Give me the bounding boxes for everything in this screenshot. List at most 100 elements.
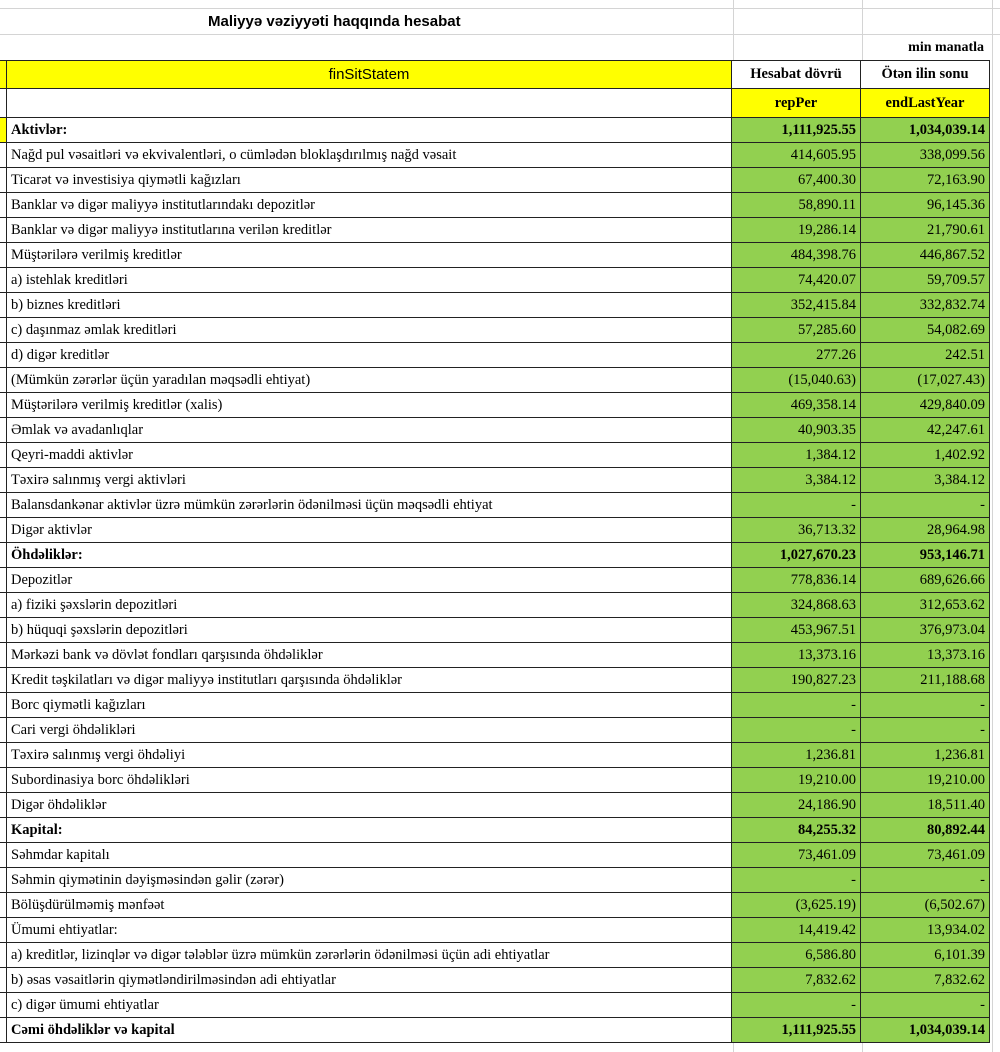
end-last-year-value[interactable]: 332,832.74 [860, 292, 990, 318]
rep-per-value[interactable]: 24,186.90 [731, 792, 861, 818]
rep-per-value[interactable]: 67,400.30 [731, 167, 861, 193]
rep-per-value[interactable]: 1,111,925.55 [731, 117, 861, 143]
end-last-year-value[interactable]: 18,511.40 [860, 792, 990, 818]
key-label-cell[interactable] [6, 88, 732, 118]
rep-per-value[interactable]: 1,236.81 [731, 742, 861, 768]
row-label[interactable]: Ticarət və investisiya qiymətli kağızlar… [6, 167, 732, 193]
end-last-year-value[interactable]: - [860, 492, 990, 518]
end-last-year-value[interactable]: 42,247.61 [860, 417, 990, 443]
rep-per-value[interactable]: 1,111,925.55 [731, 1017, 861, 1043]
row-label[interactable]: Banklar və digər maliyyə institutlarına … [6, 217, 732, 243]
rep-per-value[interactable]: 58,890.11 [731, 192, 861, 218]
end-last-year-value[interactable]: 1,402.92 [860, 442, 990, 468]
row-label[interactable]: Bölüşdürülməmiş mənfəət [6, 892, 732, 918]
rep-per-value[interactable]: (15,040.63) [731, 367, 861, 393]
rep-per-value[interactable]: 14,419.42 [731, 917, 861, 943]
rep-per-value[interactable]: 469,358.14 [731, 392, 861, 418]
end-last-year-value[interactable]: 1,236.81 [860, 742, 990, 768]
header-end-last-year[interactable]: Ötən ilin sonu [860, 60, 990, 89]
row-label[interactable]: b) hüquqi şəxslərin depozitləri [6, 617, 732, 643]
end-last-year-value[interactable]: 376,973.04 [860, 617, 990, 643]
unit-label[interactable]: min manatla [908, 40, 984, 55]
header-label-cell[interactable]: finSitStatem [6, 60, 732, 89]
row-label[interactable]: Depozitlər [6, 567, 732, 593]
end-last-year-value[interactable]: 3,384.12 [860, 467, 990, 493]
rep-per-value[interactable]: 6,586.80 [731, 942, 861, 968]
rep-per-value[interactable]: 40,903.35 [731, 417, 861, 443]
end-last-year-value[interactable]: 7,832.62 [860, 967, 990, 993]
end-last-year-value[interactable]: 13,934.02 [860, 917, 990, 943]
rep-per-value[interactable]: 74,420.07 [731, 267, 861, 293]
row-label[interactable]: Nağd pul vəsaitləri və ekvivalentləri, o… [6, 142, 732, 168]
rep-per-value[interactable]: 484,398.76 [731, 242, 861, 268]
row-label[interactable]: d) digər kreditlər [6, 342, 732, 368]
end-last-year-value[interactable]: (17,027.43) [860, 367, 990, 393]
rep-per-value[interactable]: 13,373.16 [731, 642, 861, 668]
rep-per-value[interactable]: 352,415.84 [731, 292, 861, 318]
end-last-year-value[interactable]: - [860, 717, 990, 743]
end-last-year-value[interactable]: (6,502.67) [860, 892, 990, 918]
rep-per-value[interactable]: 1,027,670.23 [731, 542, 861, 568]
rep-per-value[interactable]: 19,210.00 [731, 767, 861, 793]
rep-per-value[interactable]: 36,713.32 [731, 517, 861, 543]
end-last-year-value[interactable]: 19,210.00 [860, 767, 990, 793]
rep-per-value[interactable]: - [731, 692, 861, 718]
row-label[interactable]: Öhdəliklər: [6, 542, 732, 568]
rep-per-value[interactable]: (3,625.19) [731, 892, 861, 918]
rep-per-value[interactable]: - [731, 492, 861, 518]
row-label[interactable]: Aktivlər: [6, 117, 732, 143]
rep-per-value[interactable]: 57,285.60 [731, 317, 861, 343]
rep-per-value[interactable]: 3,384.12 [731, 467, 861, 493]
row-label[interactable]: a) kreditlər, lizinqlər və digər tələblə… [6, 942, 732, 968]
end-last-year-value[interactable]: 59,709.57 [860, 267, 990, 293]
end-last-year-value[interactable]: 446,867.52 [860, 242, 990, 268]
row-label[interactable]: Əmlak və avadanlıqlar [6, 417, 732, 443]
row-label[interactable]: Qeyri-maddi aktivlər [6, 442, 732, 468]
end-last-year-value[interactable]: 1,034,039.14 [860, 117, 990, 143]
end-last-year-value[interactable]: 953,146.71 [860, 542, 990, 568]
row-label[interactable]: Təxirə salınmış vergi öhdəliyi [6, 742, 732, 768]
end-last-year-value[interactable]: 13,373.16 [860, 642, 990, 668]
end-last-year-value[interactable]: 429,840.09 [860, 392, 990, 418]
rep-per-value[interactable]: - [731, 867, 861, 893]
end-last-year-value[interactable]: - [860, 692, 990, 718]
row-label[interactable]: Səhmin qiymətinin dəyişməsindən gəlir (z… [6, 867, 732, 893]
row-label[interactable]: c) daşınmaz əmlak kreditləri [6, 317, 732, 343]
end-last-year-value[interactable]: 6,101.39 [860, 942, 990, 968]
rep-per-value[interactable]: 1,384.12 [731, 442, 861, 468]
end-last-year-value[interactable]: 96,145.36 [860, 192, 990, 218]
end-last-year-value[interactable]: 312,653.62 [860, 592, 990, 618]
rep-per-value[interactable]: 84,255.32 [731, 817, 861, 843]
end-last-year-value[interactable]: 338,099.56 [860, 142, 990, 168]
rep-per-value[interactable]: 19,286.14 [731, 217, 861, 243]
rep-per-value[interactable]: 190,827.23 [731, 667, 861, 693]
end-last-year-value[interactable]: 21,790.61 [860, 217, 990, 243]
rep-per-value[interactable]: - [731, 992, 861, 1018]
row-label[interactable]: (Mümkün zərərlər üçün yaradılan məqsədli… [6, 367, 732, 393]
rep-per-value[interactable]: 414,605.95 [731, 142, 861, 168]
row-label[interactable]: b) əsas vəsaitlərin qiymətləndirilməsind… [6, 967, 732, 993]
row-label[interactable]: Balansdankənar aktivlər üzrə mümkün zərə… [6, 492, 732, 518]
rep-per-value[interactable]: 324,868.63 [731, 592, 861, 618]
end-last-year-value[interactable]: 72,163.90 [860, 167, 990, 193]
key-end-last-year[interactable]: endLastYear [860, 88, 990, 118]
end-last-year-value[interactable]: - [860, 867, 990, 893]
row-label[interactable]: a) istehlak kreditləri [6, 267, 732, 293]
end-last-year-value[interactable]: 1,034,039.14 [860, 1017, 990, 1043]
rep-per-value[interactable]: 453,967.51 [731, 617, 861, 643]
row-label[interactable]: Səhmdar kapitalı [6, 842, 732, 868]
row-label[interactable]: c) digər ümumi ehtiyatlar [6, 992, 732, 1018]
rep-per-value[interactable]: 7,832.62 [731, 967, 861, 993]
row-label[interactable]: Müştərilərə verilmiş kreditlər (xalis) [6, 392, 732, 418]
key-rep-per[interactable]: repPer [731, 88, 861, 118]
row-label[interactable]: b) biznes kreditləri [6, 292, 732, 318]
end-last-year-value[interactable]: 242.51 [860, 342, 990, 368]
row-label[interactable]: a) fiziki şəxslərin depozitləri [6, 592, 732, 618]
end-last-year-value[interactable]: 54,082.69 [860, 317, 990, 343]
row-label[interactable]: Digər öhdəliklər [6, 792, 732, 818]
rep-per-value[interactable]: 778,836.14 [731, 567, 861, 593]
end-last-year-value[interactable]: 73,461.09 [860, 842, 990, 868]
rep-per-value[interactable]: 277.26 [731, 342, 861, 368]
end-last-year-value[interactable]: 28,964.98 [860, 517, 990, 543]
row-label[interactable]: Ümumi ehtiyatlar: [6, 917, 732, 943]
